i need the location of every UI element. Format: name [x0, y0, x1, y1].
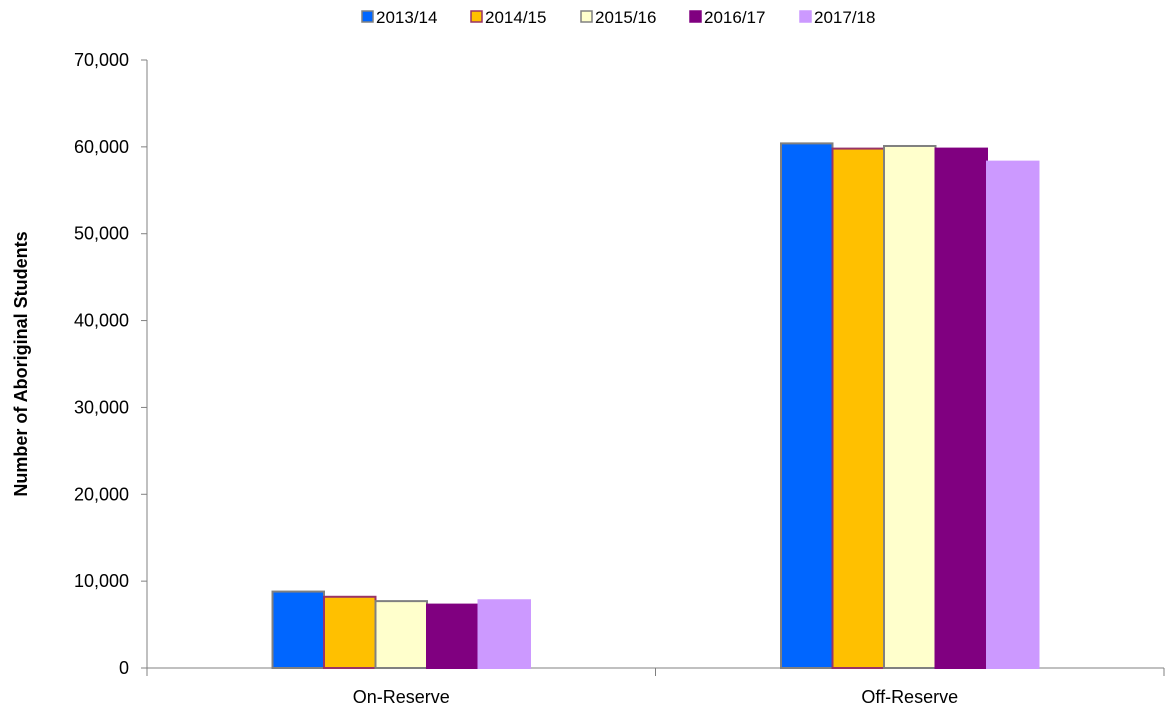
legend-label: 2017/18: [814, 8, 875, 27]
bar-2016-17-on-reserve: [427, 605, 479, 668]
legend-swatch: [581, 11, 592, 22]
bar-2015-16-off-reserve: [884, 146, 936, 668]
legend-label: 2016/17: [704, 8, 765, 27]
bar-2015-16-on-reserve: [376, 601, 428, 668]
y-axis-label: Number of Aboriginal Students: [11, 231, 31, 496]
legend: 2013/14 2014/15 2015/16 2016/17 2017/18: [362, 8, 875, 27]
x-tick-label: Off-Reserve: [861, 687, 958, 707]
bars: [273, 143, 1039, 668]
legend-swatch: [471, 11, 482, 22]
legend-swatch: [800, 11, 811, 22]
legend-swatch: [690, 11, 701, 22]
y-tick-label: 20,000: [74, 484, 129, 504]
bar-2017-18-on-reserve: [479, 600, 531, 668]
bar-2016-17-off-reserve: [936, 149, 988, 668]
bar-2014-15-off-reserve: [833, 149, 885, 668]
bar-2014-15-on-reserve: [324, 597, 376, 668]
y-tick-label: 60,000: [74, 137, 129, 157]
legend-label: 2014/15: [485, 8, 546, 27]
x-axis: On-Reserve Off-Reserve: [147, 668, 1164, 707]
legend-label: 2013/14: [376, 8, 437, 27]
legend-swatch: [362, 11, 373, 22]
bar-2013-14-off-reserve: [781, 143, 833, 668]
y-tick-label: 0: [119, 658, 129, 678]
legend-label: 2015/16: [595, 8, 656, 27]
bar-2013-14-on-reserve: [273, 592, 325, 668]
y-tick-label: 50,000: [74, 224, 129, 244]
bar-2017-18-off-reserve: [987, 162, 1039, 668]
y-tick-label: 70,000: [74, 50, 129, 70]
y-tick-label: 40,000: [74, 311, 129, 331]
y-tick-label: 30,000: [74, 397, 129, 417]
y-axis: 0 10,000 20,000 30,000 40,000 50,000 60,000 70,…: [74, 50, 147, 678]
x-tick-label: On-Reserve: [353, 687, 450, 707]
y-tick-label: 10,000: [74, 571, 129, 591]
